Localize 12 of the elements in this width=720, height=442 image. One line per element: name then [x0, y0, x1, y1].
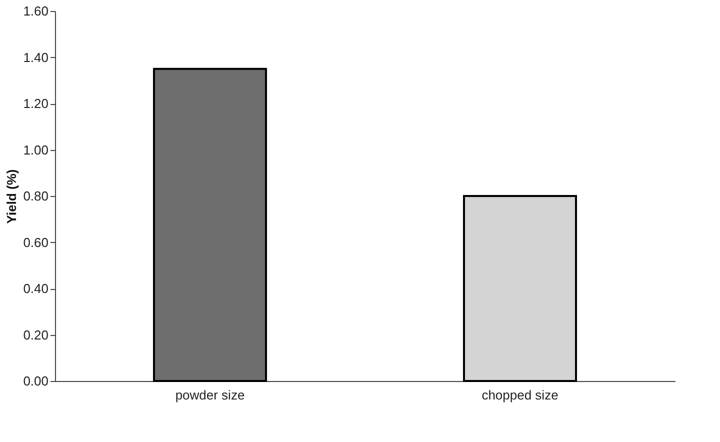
y-axis-title: Yield (%): [4, 169, 20, 224]
y-tick-label: 0.20: [23, 327, 48, 342]
y-tick-label: 0.80: [23, 188, 48, 204]
y-tick-label: 0.00: [23, 374, 48, 388]
y-tick-label: 0.40: [23, 281, 48, 296]
y-tick-label: 1.60: [23, 4, 48, 18]
y-tick-label: 0.60: [23, 234, 48, 250]
y-tick-label: 1.20: [23, 96, 48, 111]
y-tick-label: 1.40: [23, 50, 48, 65]
x-tick-label: chopped size: [482, 388, 558, 402]
x-tick-label: powder size: [175, 388, 245, 402]
y-tick-label: 1.00: [23, 142, 48, 158]
